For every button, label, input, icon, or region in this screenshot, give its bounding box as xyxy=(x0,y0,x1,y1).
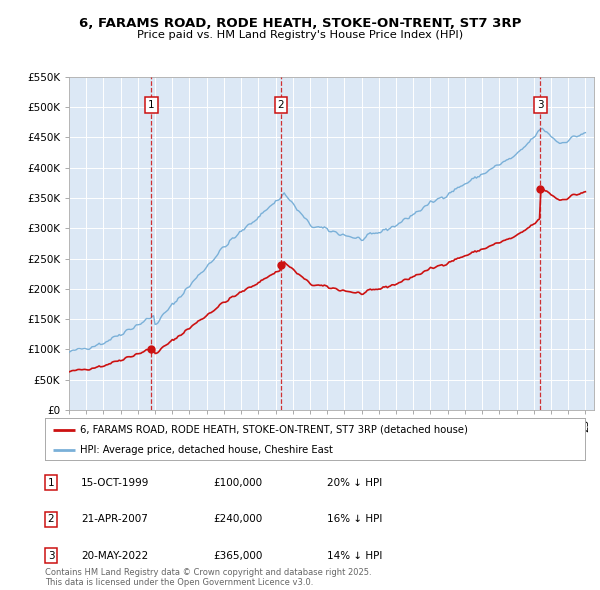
Text: 21-APR-2007: 21-APR-2007 xyxy=(81,514,148,524)
Text: 2: 2 xyxy=(47,514,55,524)
Text: 14% ↓ HPI: 14% ↓ HPI xyxy=(327,551,382,560)
Text: 6, FARAMS ROAD, RODE HEATH, STOKE-ON-TRENT, ST7 3RP: 6, FARAMS ROAD, RODE HEATH, STOKE-ON-TRE… xyxy=(79,17,521,30)
Text: 1: 1 xyxy=(47,478,55,487)
Text: HPI: Average price, detached house, Cheshire East: HPI: Average price, detached house, Ches… xyxy=(80,445,333,454)
Text: 2: 2 xyxy=(278,100,284,110)
Text: 3: 3 xyxy=(47,551,55,560)
Text: 20% ↓ HPI: 20% ↓ HPI xyxy=(327,478,382,487)
Text: 15-OCT-1999: 15-OCT-1999 xyxy=(81,478,149,487)
Text: £100,000: £100,000 xyxy=(213,478,262,487)
Text: 1: 1 xyxy=(148,100,155,110)
Text: 6, FARAMS ROAD, RODE HEATH, STOKE-ON-TRENT, ST7 3RP (detached house): 6, FARAMS ROAD, RODE HEATH, STOKE-ON-TRE… xyxy=(80,425,468,435)
Text: £240,000: £240,000 xyxy=(213,514,262,524)
Text: 16% ↓ HPI: 16% ↓ HPI xyxy=(327,514,382,524)
Text: 3: 3 xyxy=(537,100,544,110)
Text: 20-MAY-2022: 20-MAY-2022 xyxy=(81,551,148,560)
Text: £365,000: £365,000 xyxy=(213,551,262,560)
Text: Price paid vs. HM Land Registry's House Price Index (HPI): Price paid vs. HM Land Registry's House … xyxy=(137,30,463,40)
Text: Contains HM Land Registry data © Crown copyright and database right 2025.
This d: Contains HM Land Registry data © Crown c… xyxy=(45,568,371,587)
